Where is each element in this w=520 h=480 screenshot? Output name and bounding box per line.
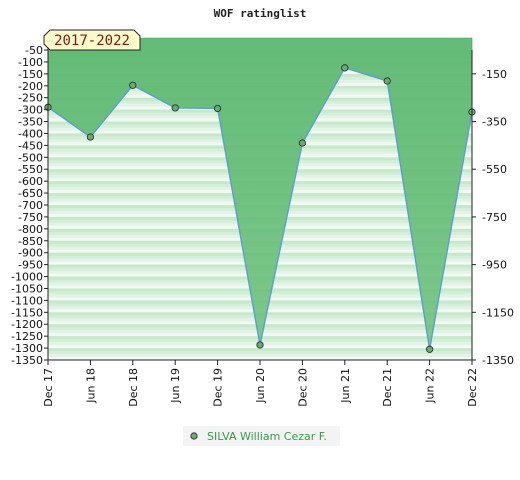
y-axis-left-ticks: -50-100-150-200-250-300-350-400-450-500-… [11, 44, 48, 367]
y-tick-left-label: -100 [18, 56, 43, 69]
data-point [341, 64, 349, 72]
series-markers [44, 64, 476, 353]
y-tick-left-label: -750 [18, 211, 43, 224]
y-tick-left-label: -1250 [11, 330, 43, 343]
y-tick-left-label: -950 [18, 259, 43, 272]
period-badge-box [43, 29, 141, 51]
y-tick-left-label: -650 [18, 187, 43, 200]
y-tick-right-label: -950 [482, 259, 507, 272]
y-tick-left-label: -350 [18, 116, 43, 129]
y-tick-left-label: -1300 [11, 342, 43, 355]
x-tick-label: Dec 22 [466, 368, 479, 407]
data-point [171, 104, 179, 112]
x-tick-label: Dec 19 [212, 368, 225, 407]
y-tick-left-label: -800 [18, 223, 43, 236]
plot-band [48, 354, 472, 358]
x-tick-label: Jun 21 [339, 368, 352, 404]
period-label: 2017-2022 [54, 33, 130, 49]
chart-title: WOF ratinglist [214, 7, 307, 20]
data-point [214, 104, 222, 113]
x-axis-ticks: Dec 17 Jun 18 Dec 18 Jun 19 Dec 19 Jun 20 Dec … [42, 360, 479, 407]
x-tick-label: Dec 20 [296, 368, 309, 407]
y-tick-left-label: -150 [18, 68, 43, 81]
y-tick-right-label: -350 [482, 116, 507, 129]
y-axis-right-ticks: -150 -350 -550 -750 -950 -1150 -1350 [472, 68, 514, 367]
y-tick-right-label: -1150 [482, 306, 514, 319]
legend-box [183, 426, 340, 446]
x-tick-label: Jun 20 [254, 368, 267, 404]
data-point [129, 81, 137, 89]
y-tick-left-label: -1150 [11, 306, 43, 319]
y-tick-left-label: -50 [25, 44, 43, 57]
x-tick-label: Jun 19 [169, 368, 182, 404]
data-point [425, 345, 434, 353]
y-tick-left-label: -550 [18, 163, 43, 176]
data-point [256, 341, 264, 349]
y-tick-left-label: -200 [18, 80, 43, 93]
plot-band [48, 351, 472, 355]
y-tick-left-label: -600 [18, 175, 43, 188]
y-tick-left-label: -850 [18, 235, 43, 248]
data-point [383, 77, 391, 85]
y-tick-right-label: -750 [482, 211, 507, 224]
x-tick-label: Jun 22 [424, 368, 437, 404]
legend-entry: SILVA William Cezar F. [207, 430, 327, 443]
y-tick-left-label: -1000 [11, 271, 43, 284]
legend-marker [190, 432, 198, 440]
y-tick-left-label: -1100 [11, 294, 43, 307]
data-point [298, 139, 306, 147]
y-tick-left-label: -1200 [11, 318, 43, 331]
y-tick-left-label: -300 [18, 104, 43, 117]
data-point [86, 133, 95, 141]
y-tick-left-label: -1050 [11, 282, 43, 295]
y-tick-right-label: -550 [482, 163, 507, 176]
y-tick-left-label: -450 [18, 139, 43, 152]
y-tick-left-label: -400 [18, 127, 43, 140]
x-tick-label: Dec 17 [42, 368, 55, 407]
y-tick-left-label: -1350 [11, 354, 43, 367]
x-tick-label: Dec 21 [381, 368, 394, 407]
plot-band [48, 357, 472, 361]
y-tick-right-label: -150 [482, 68, 507, 81]
y-tick-right-label: -1350 [482, 354, 514, 367]
period-badge: 2017-2022 [43, 29, 141, 51]
x-tick-label: Jun 18 [84, 368, 97, 404]
y-tick-left-label: -700 [18, 199, 43, 212]
y-tick-left-label: -250 [18, 92, 43, 105]
legend: SILVA William Cezar F. [183, 426, 340, 446]
y-tick-left-label: -500 [18, 151, 43, 164]
y-tick-left-label: -900 [18, 247, 43, 260]
x-tick-label: Dec 18 [127, 368, 140, 407]
plot-band [48, 348, 472, 352]
